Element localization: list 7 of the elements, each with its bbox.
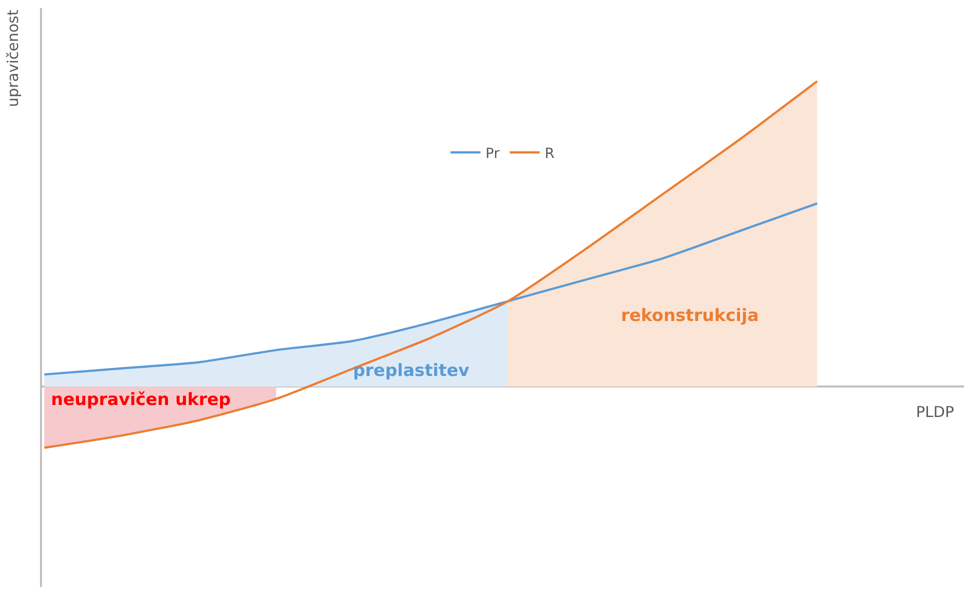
legend-label: Pr (486, 146, 500, 162)
annotation: neupravičen ukrep (51, 390, 231, 410)
annotation: preplastitev (353, 361, 470, 381)
x-axis-title: PLDP (916, 403, 954, 421)
annotation: rekonstrukcija (621, 306, 759, 326)
legend-label: R (544, 146, 555, 162)
y-axis-title: upravičenost (4, 10, 22, 108)
